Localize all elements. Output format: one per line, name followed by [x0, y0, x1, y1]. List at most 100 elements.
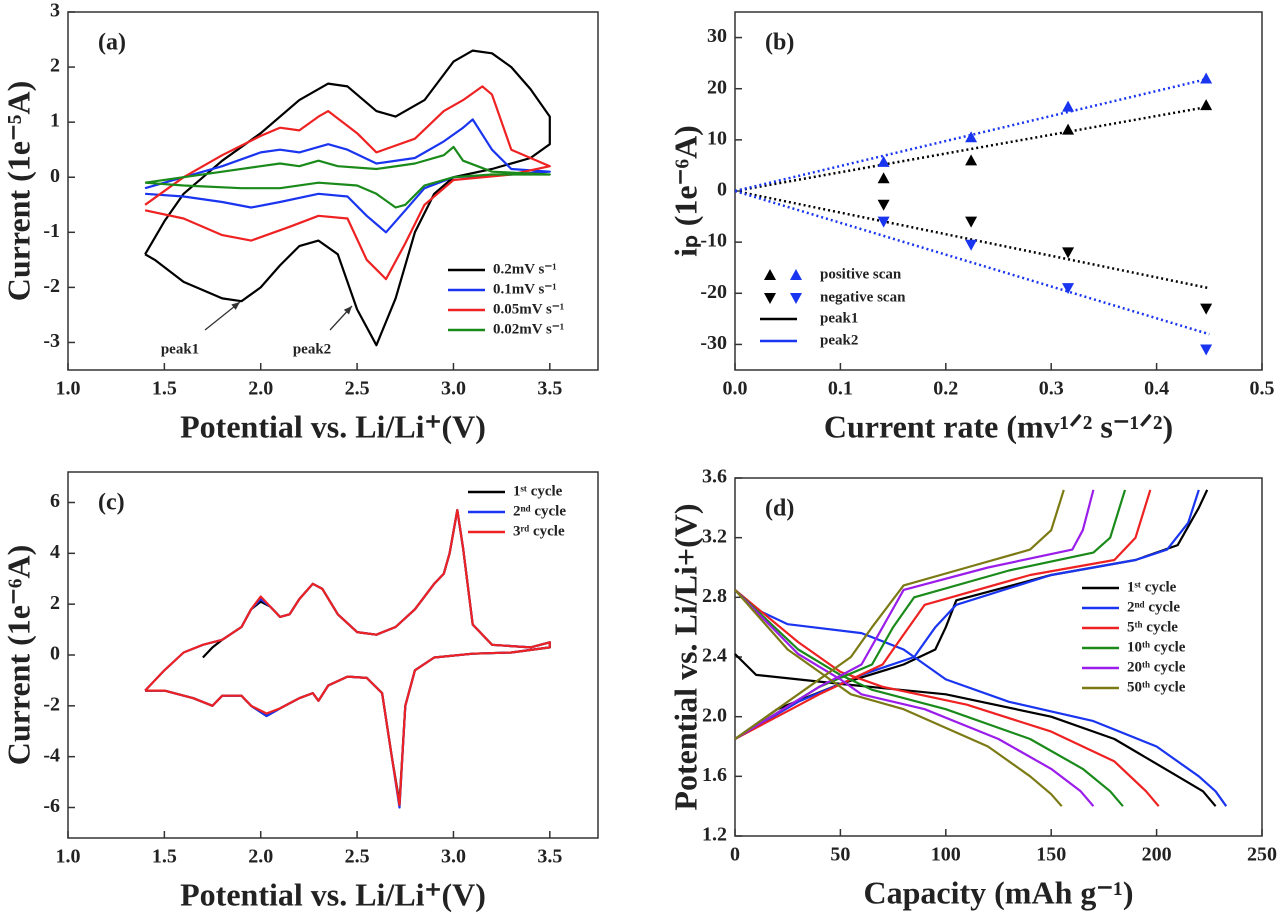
y-tick-label: -30: [700, 332, 727, 354]
data-line: [144, 118, 551, 234]
y-tick-label: -10: [700, 230, 727, 252]
x-tick-label: 0.5: [1250, 378, 1275, 400]
legend-label: positive scan: [820, 266, 902, 282]
y-tick-label: 30: [707, 25, 727, 47]
data-line: [734, 589, 1124, 807]
y-tick-label: -20: [700, 281, 727, 303]
y-tick-label: -6: [43, 795, 60, 817]
y-tick-label: 2.8: [702, 585, 727, 607]
y-tick-label: 3: [50, 0, 60, 22]
data-point: [1200, 344, 1213, 356]
legend-label: 1ˢᵗ cycle: [513, 483, 563, 499]
x-tick-label: 1.5: [152, 378, 177, 400]
data-point: [965, 216, 978, 228]
x-tick-label: 3.5: [537, 846, 562, 868]
data-line: [145, 509, 551, 804]
data-line: [734, 589, 1160, 807]
legend-label: peak2: [820, 332, 858, 348]
x-axis-label: Capacity (mAh g⁻¹): [863, 874, 1133, 910]
data-point: [877, 155, 890, 167]
panel-label: (d): [765, 496, 794, 522]
data-point: [1062, 100, 1075, 112]
x-axis-label: Current rate (mv¹ᐟ² s⁻¹ᐟ²): [824, 408, 1173, 444]
legend-label: peak1: [820, 310, 858, 326]
y-tick-label: 2.4: [702, 645, 727, 667]
legend-label: 0.1mV s⁻¹: [493, 281, 557, 297]
legend-marker: [764, 269, 776, 280]
data-line: [734, 489, 1095, 740]
data-line: [144, 145, 551, 209]
fit-line: [734, 189, 1210, 336]
x-axis-label: Potential vs. Li/Li⁺(V): [180, 876, 486, 912]
legend-label: 10ᵗʰ cycle: [1127, 639, 1186, 655]
plot-frame: [734, 11, 1263, 371]
y-tick-label: 1: [50, 110, 60, 132]
y-tick-label: -4: [43, 744, 60, 766]
data-point: [877, 199, 890, 211]
x-tick-label: 3.0: [441, 846, 466, 868]
x-tick-label: 0.3: [1039, 378, 1064, 400]
x-tick-label: 0.1: [828, 378, 853, 400]
legend-label: 2ⁿᵈ cycle: [513, 503, 566, 519]
legend-marker: [790, 293, 802, 304]
y-tick-label: 10: [707, 127, 727, 149]
y-axis-label: Current (1e⁻⁵A): [0, 81, 36, 302]
x-tick-label: 0.0: [723, 378, 748, 400]
data-point: [965, 154, 978, 166]
data-line: [734, 489, 1065, 740]
x-tick-label: 1.0: [56, 846, 81, 868]
y-tick-label: 6: [50, 490, 60, 512]
x-tick-label: 50: [830, 844, 850, 866]
legend-label: 2ⁿᵈ cycle: [1127, 599, 1180, 615]
data-line: [734, 589, 1095, 807]
y-axis-label: Current (1e⁻⁶A): [0, 545, 36, 766]
plot-frame: [734, 477, 1263, 837]
y-tick-label: -3: [43, 330, 60, 352]
data-point: [1062, 247, 1075, 259]
fit-line: [734, 105, 1210, 193]
x-tick-label: 1.5: [152, 846, 177, 868]
x-tick-label: 100: [931, 844, 961, 866]
y-tick-label: -2: [43, 693, 60, 715]
panel-label: (b): [765, 30, 794, 56]
x-tick-label: 150: [1036, 844, 1066, 866]
legend-label: 0.02mV s⁻¹: [493, 321, 564, 337]
legend-label: 3ʳᵈ cycle: [513, 523, 565, 539]
legend-marker: [764, 293, 776, 304]
y-tick-label: 4: [50, 541, 60, 563]
x-tick-label: 3.5: [537, 378, 562, 400]
y-axis-label: iₚ (1e⁻⁶A): [667, 125, 703, 257]
y-tick-label: 1.6: [702, 764, 727, 786]
x-tick-label: 2.0: [248, 846, 273, 868]
legend-label: 50ᵗʰ cycle: [1127, 679, 1186, 695]
data-point: [965, 131, 978, 143]
data-point: [1062, 123, 1075, 135]
data-line: [144, 85, 551, 281]
y-tick-label: -1: [43, 220, 60, 242]
y-tick-label: 0: [50, 643, 60, 665]
fit-line: [734, 77, 1210, 193]
annotation-arrowhead: [231, 302, 240, 310]
x-tick-label: 2.0: [248, 378, 273, 400]
y-tick-label: 0: [50, 165, 60, 187]
data-point: [1062, 283, 1075, 295]
data-point: [1200, 72, 1213, 84]
data-point: [877, 172, 890, 184]
legend-marker: [790, 269, 802, 280]
panel-label: (c): [98, 490, 125, 516]
legend-label: negative scan: [820, 289, 906, 305]
data-line: [734, 589, 1228, 807]
data-line: [144, 49, 551, 347]
data-line: [144, 509, 551, 809]
x-tick-label: 200: [1142, 844, 1172, 866]
data-point: [1200, 99, 1213, 111]
y-axis-label: Potential vs. Li/Li+(V): [667, 503, 703, 810]
data-point: [1200, 303, 1213, 315]
x-axis-label: Potential vs. Li/Li⁺(V): [180, 408, 486, 444]
y-tick-label: 3.6: [702, 466, 727, 488]
annotation-arrowhead: [343, 306, 352, 315]
x-tick-label: 2.5: [345, 378, 370, 400]
x-tick-label: 2.5: [345, 846, 370, 868]
legend-label: 5ᵗʰ cycle: [1127, 619, 1178, 635]
data-point: [965, 239, 978, 251]
